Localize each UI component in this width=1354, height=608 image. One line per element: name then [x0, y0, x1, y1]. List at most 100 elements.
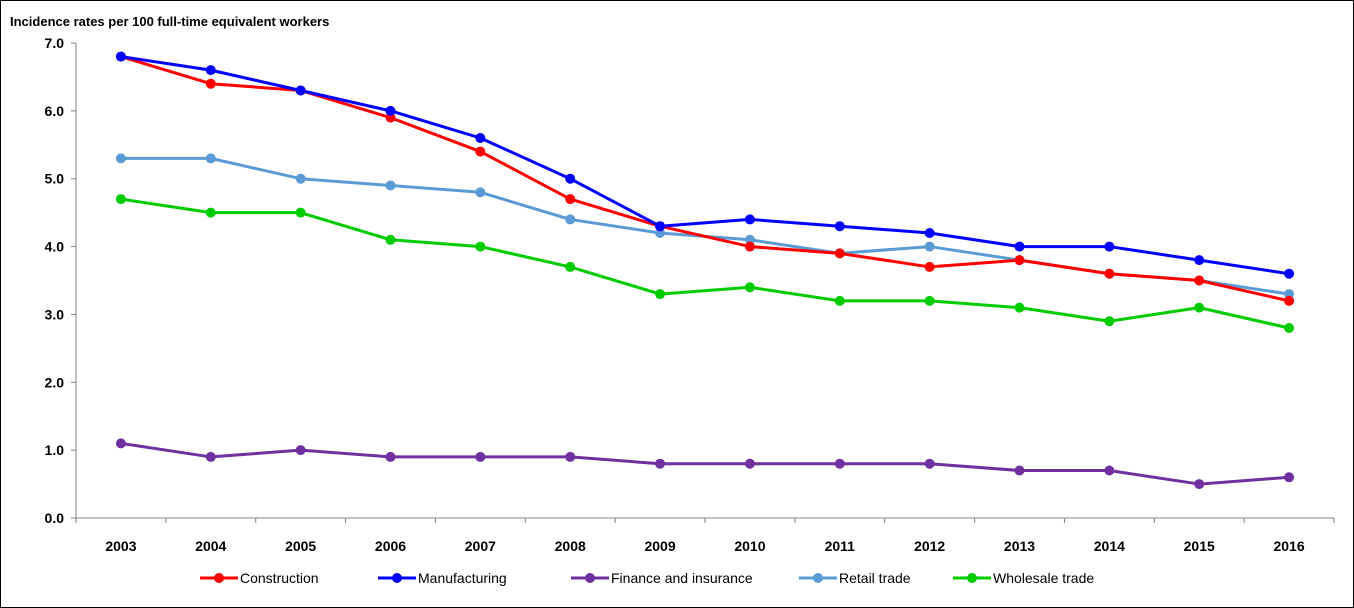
data-point [924, 241, 935, 252]
data-point [655, 458, 666, 469]
data-point [1284, 268, 1295, 279]
data-point [385, 180, 396, 191]
legend: Construction Manufacturing Finance and ins… [200, 570, 1094, 586]
data-point [385, 234, 396, 245]
legend-label: Wholesale trade [993, 570, 1094, 586]
series-wholesale-trade [115, 194, 1295, 333]
series-manufacturing [115, 51, 1295, 279]
legend-swatch-marker [585, 573, 595, 583]
data-point [295, 207, 306, 218]
legend-swatch-marker [214, 573, 224, 583]
x-tick-label: 2009 [644, 538, 675, 554]
legend-swatch-marker [967, 573, 977, 583]
data-point [295, 85, 306, 96]
data-point [565, 451, 576, 462]
data-point [205, 65, 216, 76]
data-point [834, 458, 845, 469]
y-axis-ticks: 0.0 1.0 2.0 3.0 4.0 5.0 6.0 7.0 [45, 35, 76, 526]
data-point [1104, 316, 1115, 327]
x-tick-label: 2015 [1184, 538, 1215, 554]
y-tick-label: 6.0 [45, 103, 65, 119]
legend-label: Manufacturing [418, 570, 507, 586]
data-point [475, 133, 486, 143]
data-point [744, 241, 755, 252]
x-tick-label: 2016 [1273, 538, 1304, 554]
data-point [655, 221, 666, 232]
data-point [565, 214, 576, 225]
legend-item: Manufacturing [378, 570, 507, 586]
x-tick-label: 2005 [285, 538, 316, 554]
data-point [385, 451, 396, 462]
data-point [744, 214, 755, 225]
data-point [1014, 241, 1025, 252]
legend-label: Construction [240, 570, 319, 586]
data-point [1284, 295, 1295, 306]
series-line [120, 441, 1290, 486]
x-tick-label: 2008 [555, 538, 586, 554]
data-point [1194, 275, 1205, 286]
data-point [295, 445, 306, 456]
data-point [744, 282, 755, 293]
x-tick-label: 2006 [375, 538, 406, 554]
y-axis-title: Incidence rates per 100 full-time equiva… [10, 14, 329, 29]
legend-label: Finance and insurance [611, 570, 753, 586]
data-point [924, 228, 935, 238]
data-point [1194, 302, 1205, 313]
data-point [1104, 241, 1115, 252]
data-point [1104, 465, 1115, 476]
legend-swatch-marker [392, 573, 402, 583]
data-point [475, 146, 486, 157]
data-point [115, 51, 126, 62]
x-tick-label: 2007 [465, 538, 496, 554]
x-tick-label: 2012 [914, 538, 945, 554]
data-point [565, 173, 576, 184]
data-point [475, 187, 486, 198]
data-point [115, 438, 126, 449]
data-point [1284, 323, 1295, 333]
data-point [205, 153, 216, 164]
data-point [834, 221, 845, 232]
data-point [475, 241, 486, 252]
series-line [120, 55, 1290, 276]
data-point [744, 458, 755, 469]
series-line [120, 197, 1290, 330]
data-point [115, 194, 126, 205]
x-tick-label: 2010 [734, 538, 765, 554]
y-tick-label: 2.0 [45, 374, 65, 390]
data-point [1194, 255, 1205, 266]
x-tick-label: 2013 [1004, 538, 1035, 554]
data-point [385, 105, 396, 116]
series-layer [115, 51, 1295, 490]
x-tick-label: 2014 [1094, 538, 1125, 554]
y-tick-label: 7.0 [45, 35, 65, 51]
data-point [834, 248, 845, 259]
x-axis-ticks: 2003 2004 2005 2006 2007 2008 2009 2010 2011 2012… [75, 518, 1335, 554]
data-point [565, 261, 576, 272]
legend-item: Retail trade [799, 570, 911, 586]
data-point [924, 295, 935, 306]
data-point [205, 78, 216, 89]
y-tick-label: 3.0 [45, 306, 65, 322]
y-tick-label: 4.0 [45, 239, 65, 255]
series-finance-and-insurance [115, 438, 1295, 490]
data-point [924, 458, 935, 469]
x-tick-label: 2003 [105, 538, 136, 554]
legend-item: Construction [200, 570, 319, 586]
legend-item: Wholesale trade [953, 570, 1094, 586]
legend-item: Finance and insurance [571, 570, 753, 586]
data-point [1014, 465, 1025, 476]
x-tick-label: 2004 [195, 538, 226, 554]
data-point [475, 451, 486, 462]
data-point [924, 261, 935, 272]
data-point [205, 451, 216, 462]
x-tick-label: 2011 [825, 538, 856, 554]
legend-swatch-marker [813, 573, 823, 583]
series-retail-trade [115, 153, 1295, 300]
data-point [1014, 302, 1025, 313]
data-point [115, 153, 126, 164]
legend-label: Retail trade [839, 570, 911, 586]
data-point [1104, 268, 1115, 279]
data-point [834, 295, 845, 306]
